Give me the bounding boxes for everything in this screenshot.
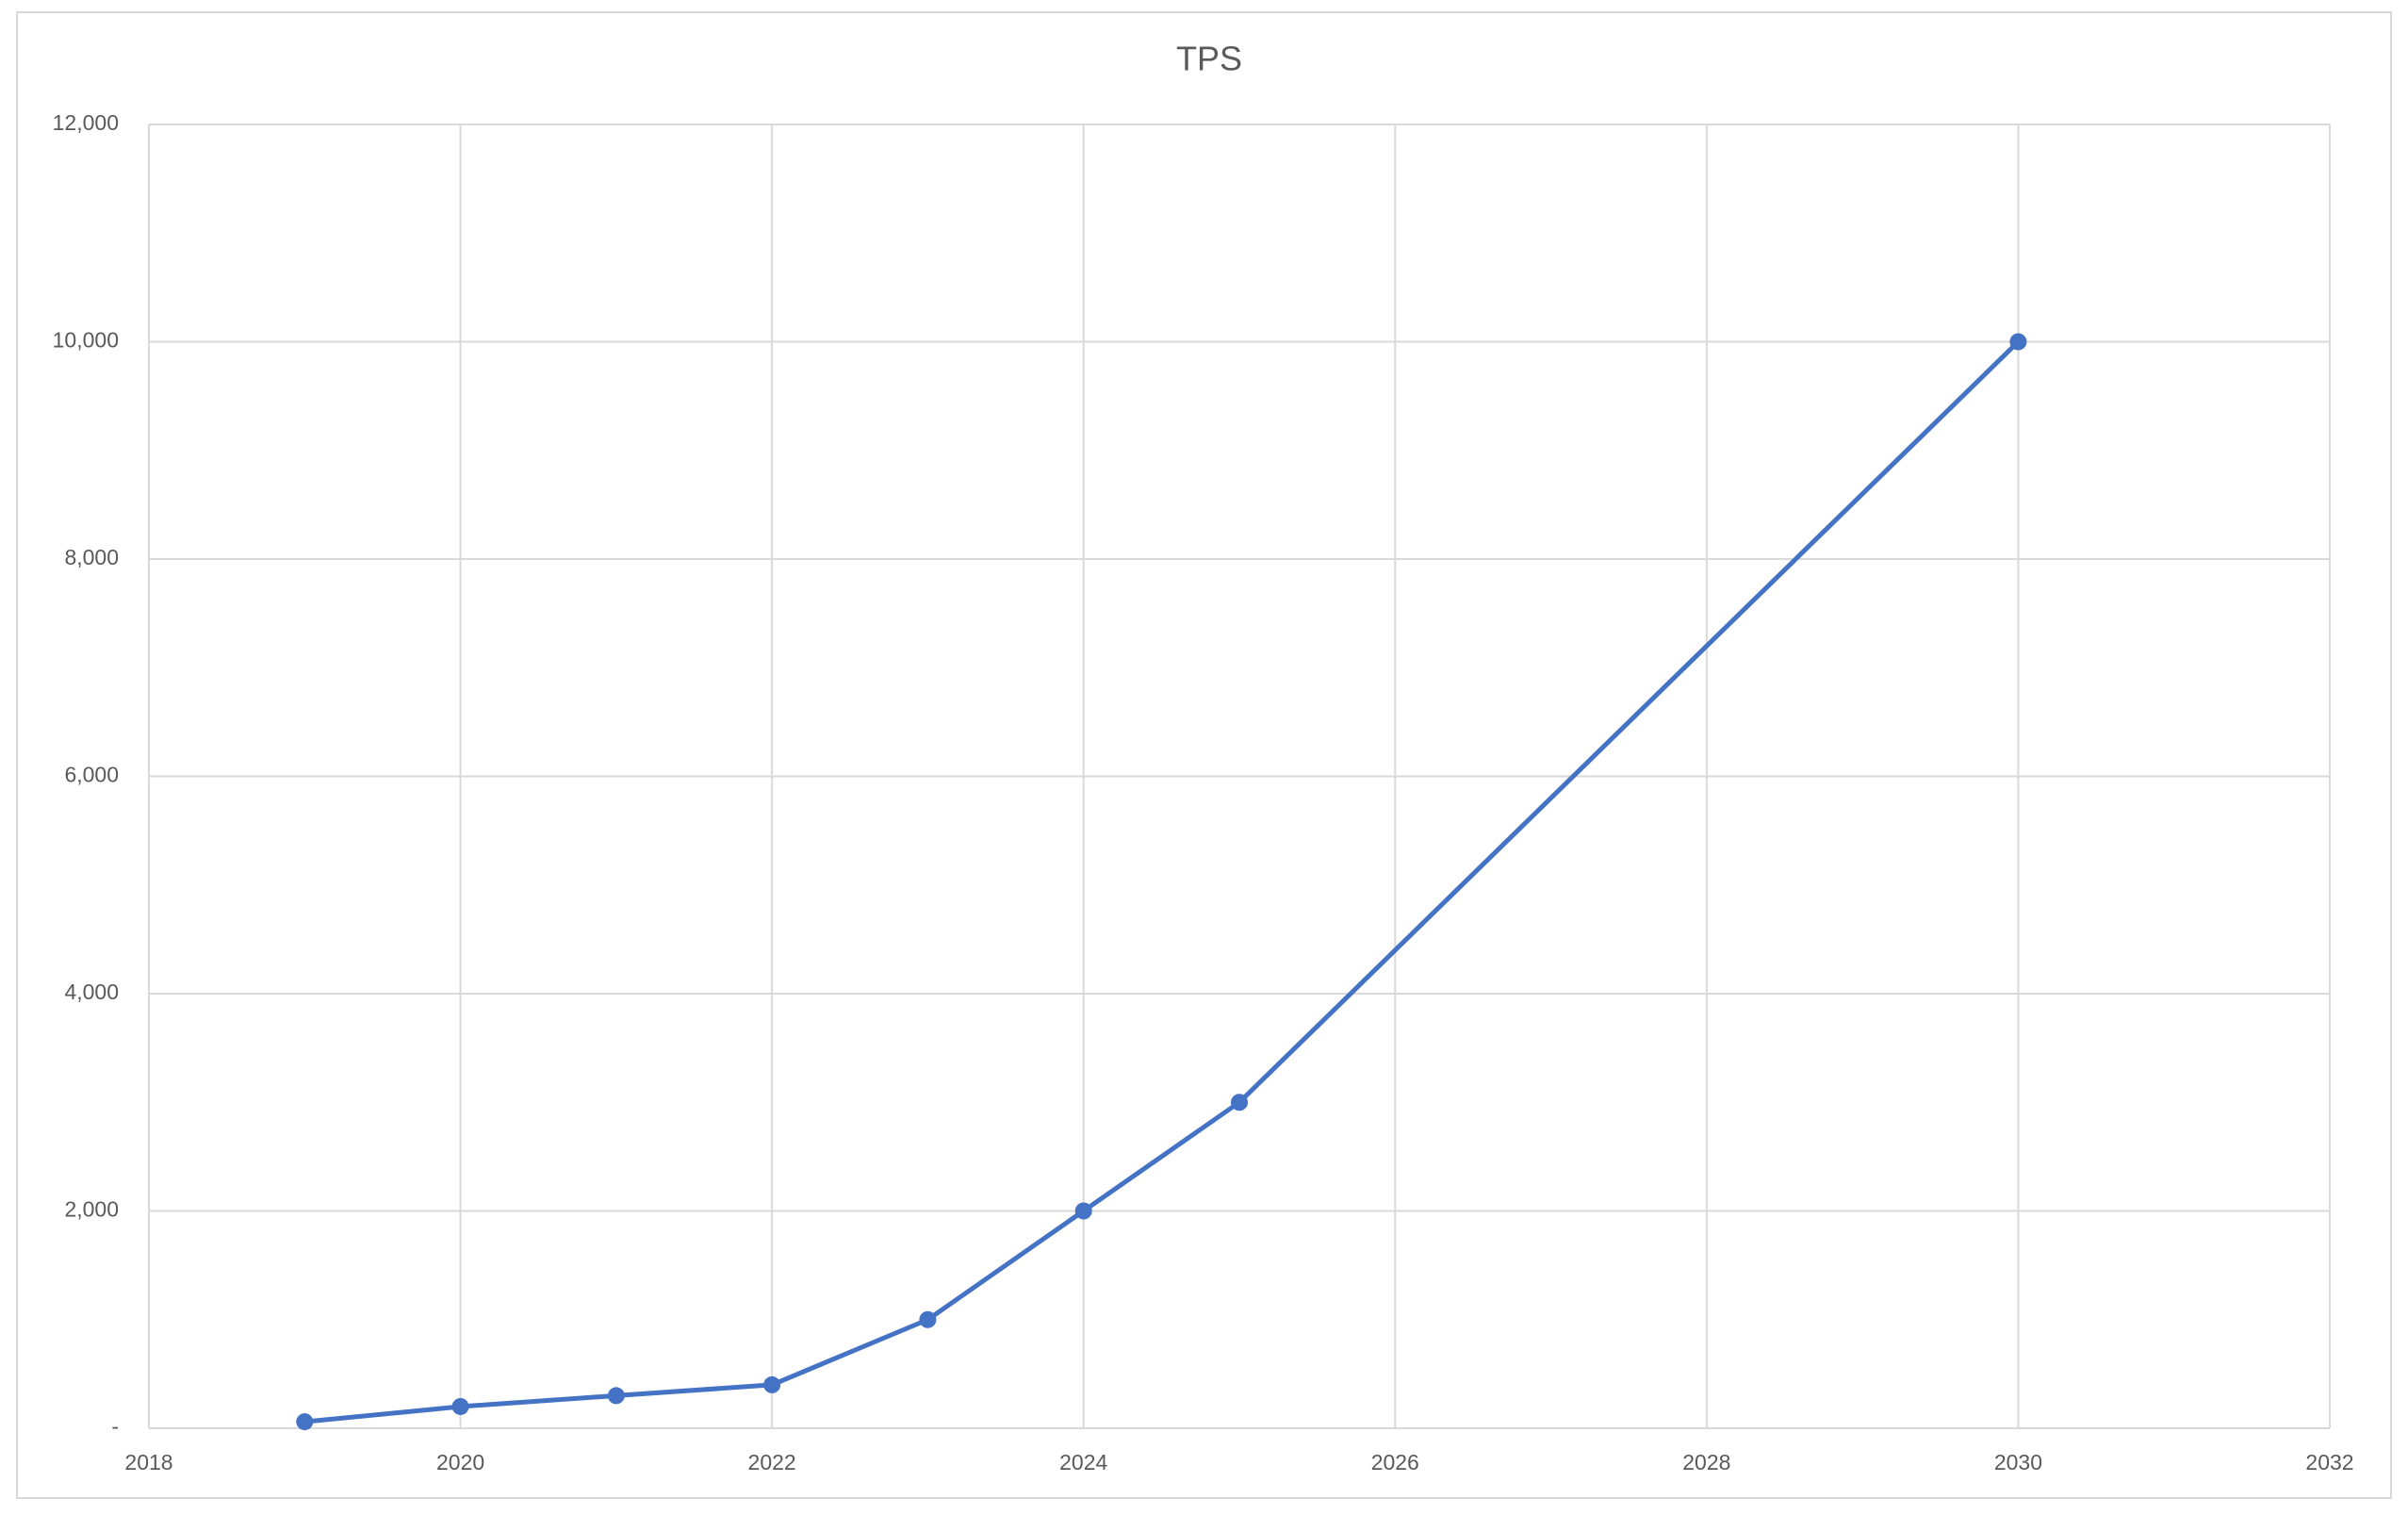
- y-tick-label: 12,000: [53, 110, 119, 135]
- data-point: [296, 1413, 314, 1431]
- x-tick-label: 2022: [748, 1450, 796, 1474]
- x-tick-label: 2030: [1994, 1450, 2042, 1474]
- x-tick-label: 2020: [436, 1450, 484, 1474]
- data-point: [763, 1375, 781, 1393]
- y-tick-label: 4,000: [64, 980, 119, 1004]
- x-tick-label: 2032: [2305, 1450, 2353, 1474]
- data-point: [919, 1310, 937, 1328]
- x-tick-label: 2018: [124, 1450, 172, 1474]
- y-tick-label: 8,000: [64, 545, 119, 569]
- data-point: [607, 1387, 625, 1405]
- x-tick-label: 2024: [1059, 1450, 1107, 1474]
- data-point: [1231, 1094, 1248, 1112]
- data-point: [2009, 333, 2027, 351]
- x-tick-label: 2028: [1682, 1450, 1730, 1474]
- data-point: [451, 1397, 469, 1415]
- chart-title: TPS: [1176, 40, 1242, 78]
- chart-border: [16, 11, 2392, 1499]
- data-point: [1074, 1202, 1092, 1220]
- y-tick-label: 10,000: [53, 328, 119, 353]
- data-line: [304, 339, 2021, 1424]
- y-tick-label: 2,000: [64, 1197, 119, 1222]
- y-tick-label: -: [111, 1414, 119, 1439]
- y-tick-label: 6,000: [64, 763, 119, 787]
- x-tick-label: 2026: [1371, 1450, 1419, 1474]
